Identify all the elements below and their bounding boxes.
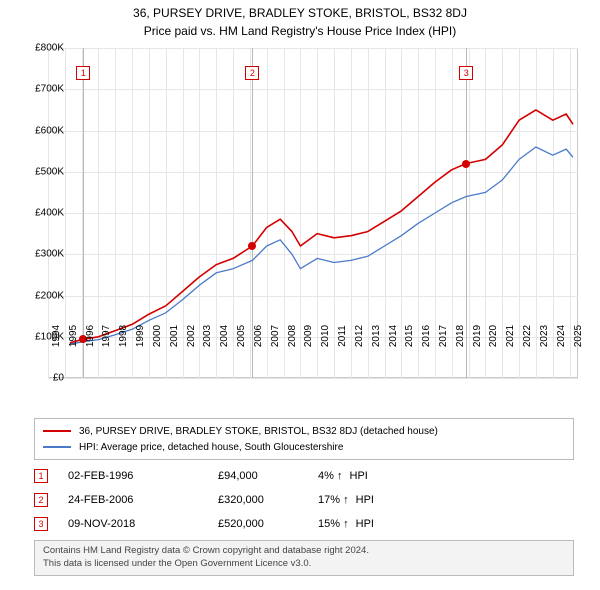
x-tick-label: 2006 [253,325,264,347]
legend-label: 36, PURSEY DRIVE, BRADLEY STOKE, BRISTOL… [79,426,438,437]
legend-label: HPI: Average price, detached house, Sout… [79,442,343,453]
x-tick-label: 2002 [186,325,197,347]
x-tick-label: 2020 [488,325,499,347]
x-tick-label: 1997 [101,325,112,347]
x-tick-label: 2021 [505,325,516,347]
x-tick-label: 2016 [421,325,432,347]
gridline-h [48,378,578,379]
x-tick-label: 2018 [455,325,466,347]
x-tick-label: 2010 [320,325,331,347]
legend-swatch [43,446,71,448]
marker-number-box: 1 [76,66,90,80]
x-tick-label: 2007 [270,325,281,347]
x-tick-label: 2000 [152,325,163,347]
x-tick-label: 2014 [388,325,399,347]
legend-row: 36, PURSEY DRIVE, BRADLEY STOKE, BRISTOL… [43,423,565,439]
chart-container: 36, PURSEY DRIVE, BRADLEY STOKE, BRISTOL… [0,0,600,590]
x-tick-label: 2022 [522,325,533,347]
footer-line1: Contains HM Land Registry data © Crown c… [43,545,565,558]
series-price_paid [70,110,573,343]
x-tick-label: 2003 [202,325,213,347]
data-point-dot [248,242,256,250]
series-hpi [70,147,573,344]
x-tick-label: 2017 [438,325,449,347]
x-tick-label: 1995 [68,325,79,347]
points-row: 1 02-FEB-1996£94,0004% ↑ HPI [34,464,574,488]
legend: 36, PURSEY DRIVE, BRADLEY STOKE, BRISTOL… [34,418,574,460]
x-tick-label: 2009 [303,325,314,347]
y-tick-label: £700K [18,84,64,95]
x-tick-label: 2019 [472,325,483,347]
footer-attribution: Contains HM Land Registry data © Crown c… [34,540,574,576]
marker-number-box: 3 [459,66,473,80]
arrow-up-icon: ↑ [343,518,349,530]
x-tick-label: 1999 [135,325,146,347]
point-pct: 17% ↑ HPI [318,494,378,506]
y-tick-label: £200K [18,290,64,301]
x-tick-label: 2011 [337,325,348,347]
x-tick-label: 1994 [51,325,62,347]
data-point-dot [462,160,470,168]
legend-row: HPI: Average price, detached house, Sout… [43,439,565,455]
title-block: 36, PURSEY DRIVE, BRADLEY STOKE, BRISTOL… [0,0,600,39]
point-number-box: 3 [34,517,48,531]
point-pct: 15% ↑ HPI [318,518,378,530]
marker-number-box: 2 [245,66,259,80]
x-tick-label: 1996 [85,325,96,347]
point-number-box: 2 [34,493,48,507]
legend-swatch [43,430,71,432]
x-tick-label: 2004 [219,325,230,347]
arrow-up-icon: ↑ [343,494,349,506]
point-date: 24-FEB-2006 [68,494,218,506]
x-tick-label: 2025 [573,325,584,347]
x-tick-label: 2012 [354,325,365,347]
y-tick-label: £400K [18,208,64,219]
title-subtitle: Price paid vs. HM Land Registry's House … [0,24,600,40]
point-date: 09-NOV-2018 [68,518,218,530]
x-tick-label: 2013 [371,325,382,347]
footer-line2: This data is licensed under the Open Gov… [43,558,565,571]
point-price: £520,000 [218,518,318,530]
point-date: 02-FEB-1996 [68,470,218,482]
x-tick-label: 2005 [236,325,247,347]
y-tick-label: £500K [18,166,64,177]
y-tick-label: £300K [18,249,64,260]
points-row: 3 09-NOV-2018£520,00015% ↑ HPI [34,512,574,536]
x-tick-label: 2001 [169,325,180,347]
title-address: 36, PURSEY DRIVE, BRADLEY STOKE, BRISTOL… [0,6,600,22]
point-price: £320,000 [218,494,318,506]
point-number-box: 1 [34,469,48,483]
x-tick-label: 2024 [556,325,567,347]
y-tick-label: £600K [18,125,64,136]
x-tick-label: 2008 [287,325,298,347]
y-tick-label: £0 [18,373,64,384]
point-pct: 4% ↑ HPI [318,470,378,482]
x-tick-label: 2015 [404,325,415,347]
y-tick-label: £800K [18,43,64,54]
arrow-up-icon: ↑ [337,470,343,482]
points-row: 2 24-FEB-2006£320,00017% ↑ HPI [34,488,574,512]
x-tick-label: 2023 [539,325,550,347]
x-tick-label: 1998 [118,325,129,347]
point-price: £94,000 [218,470,318,482]
points-table: 1 02-FEB-1996£94,0004% ↑ HPI 2 24-FEB-2006£… [34,464,574,536]
